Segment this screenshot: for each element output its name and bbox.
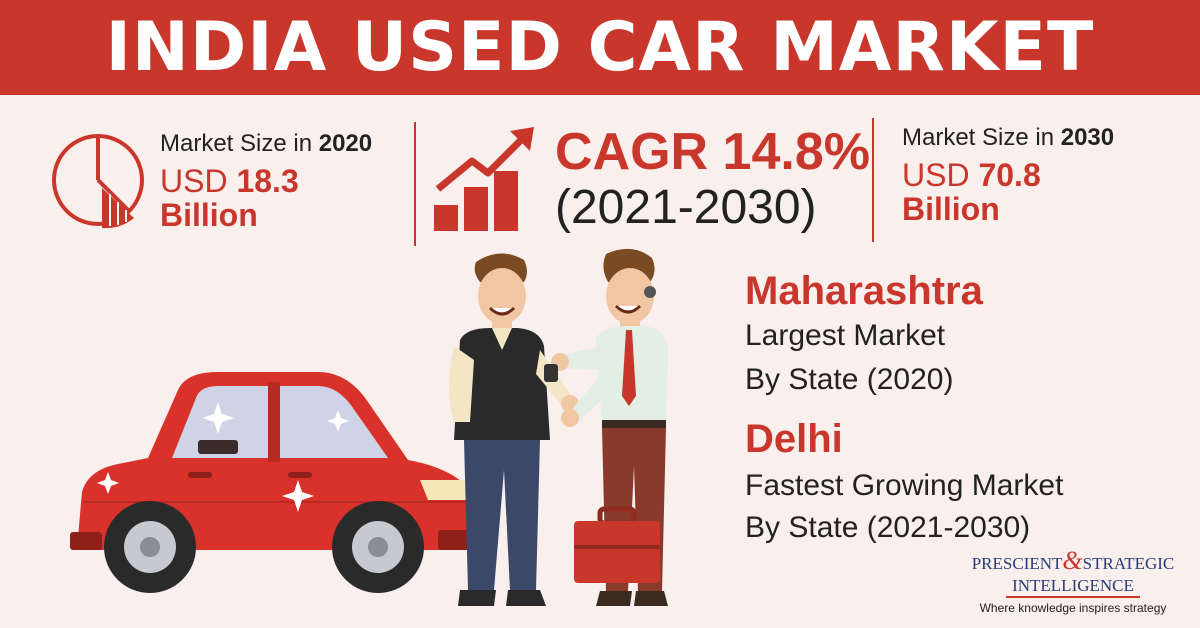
state-fastest-line2: By State (2021-2030) xyxy=(745,511,1031,544)
pie-chart-icon xyxy=(52,134,144,229)
state-largest: Maharashtra Largest Market By State (202… xyxy=(745,268,983,398)
market-size-2020-label: Market Size in 2020 xyxy=(160,130,373,157)
state-largest-name: Maharashtra xyxy=(745,269,983,313)
company-logo: PRESCIENT&STRATEGIC INTELLIGENCE Where k… xyxy=(968,546,1178,615)
seller-illustration xyxy=(449,253,579,606)
market-size-2020-unit: Billion xyxy=(160,197,258,233)
logo-line2: INTELLIGENCE xyxy=(1006,576,1140,598)
market-size-2030-unit: Billion xyxy=(902,191,1000,227)
market-size-2020: Market Size in 2020 USD 18.3 Billion xyxy=(160,130,372,232)
logo-tagline: Where knowledge inspires strategy xyxy=(979,601,1167,615)
title-banner xyxy=(0,0,1200,95)
cagr-period: (2021-2030) xyxy=(555,181,817,234)
logo-line1: PRESCIENT&STRATEGIC xyxy=(971,546,1175,575)
market-size-2030-label: Market Size in 2030 xyxy=(902,124,1115,151)
growth-chart-icon xyxy=(434,127,534,231)
market-size-2030: Market Size in 2030 USD 70.8 Billion xyxy=(902,124,1114,226)
market-size-2030-value: USD 70.8 xyxy=(902,157,1041,193)
divider-left xyxy=(414,122,416,246)
cagr-value: CAGR 14.8% xyxy=(555,123,870,181)
state-largest-line1: Largest Market xyxy=(745,319,946,352)
market-size-2020-value: USD 18.3 xyxy=(160,163,299,199)
state-fastest-line1: Fastest Growing Market xyxy=(745,469,1064,502)
state-largest-line2: By State (2020) xyxy=(745,363,954,396)
briefcase-illustration xyxy=(574,506,660,583)
page-title: INDIA USED CAR MARKET xyxy=(105,8,1095,87)
divider-right xyxy=(872,118,874,242)
state-fastest: Delhi Fastest Growing Market By State (2… xyxy=(745,416,1063,546)
car-illustration xyxy=(70,372,483,593)
state-fastest-name: Delhi xyxy=(745,417,843,461)
